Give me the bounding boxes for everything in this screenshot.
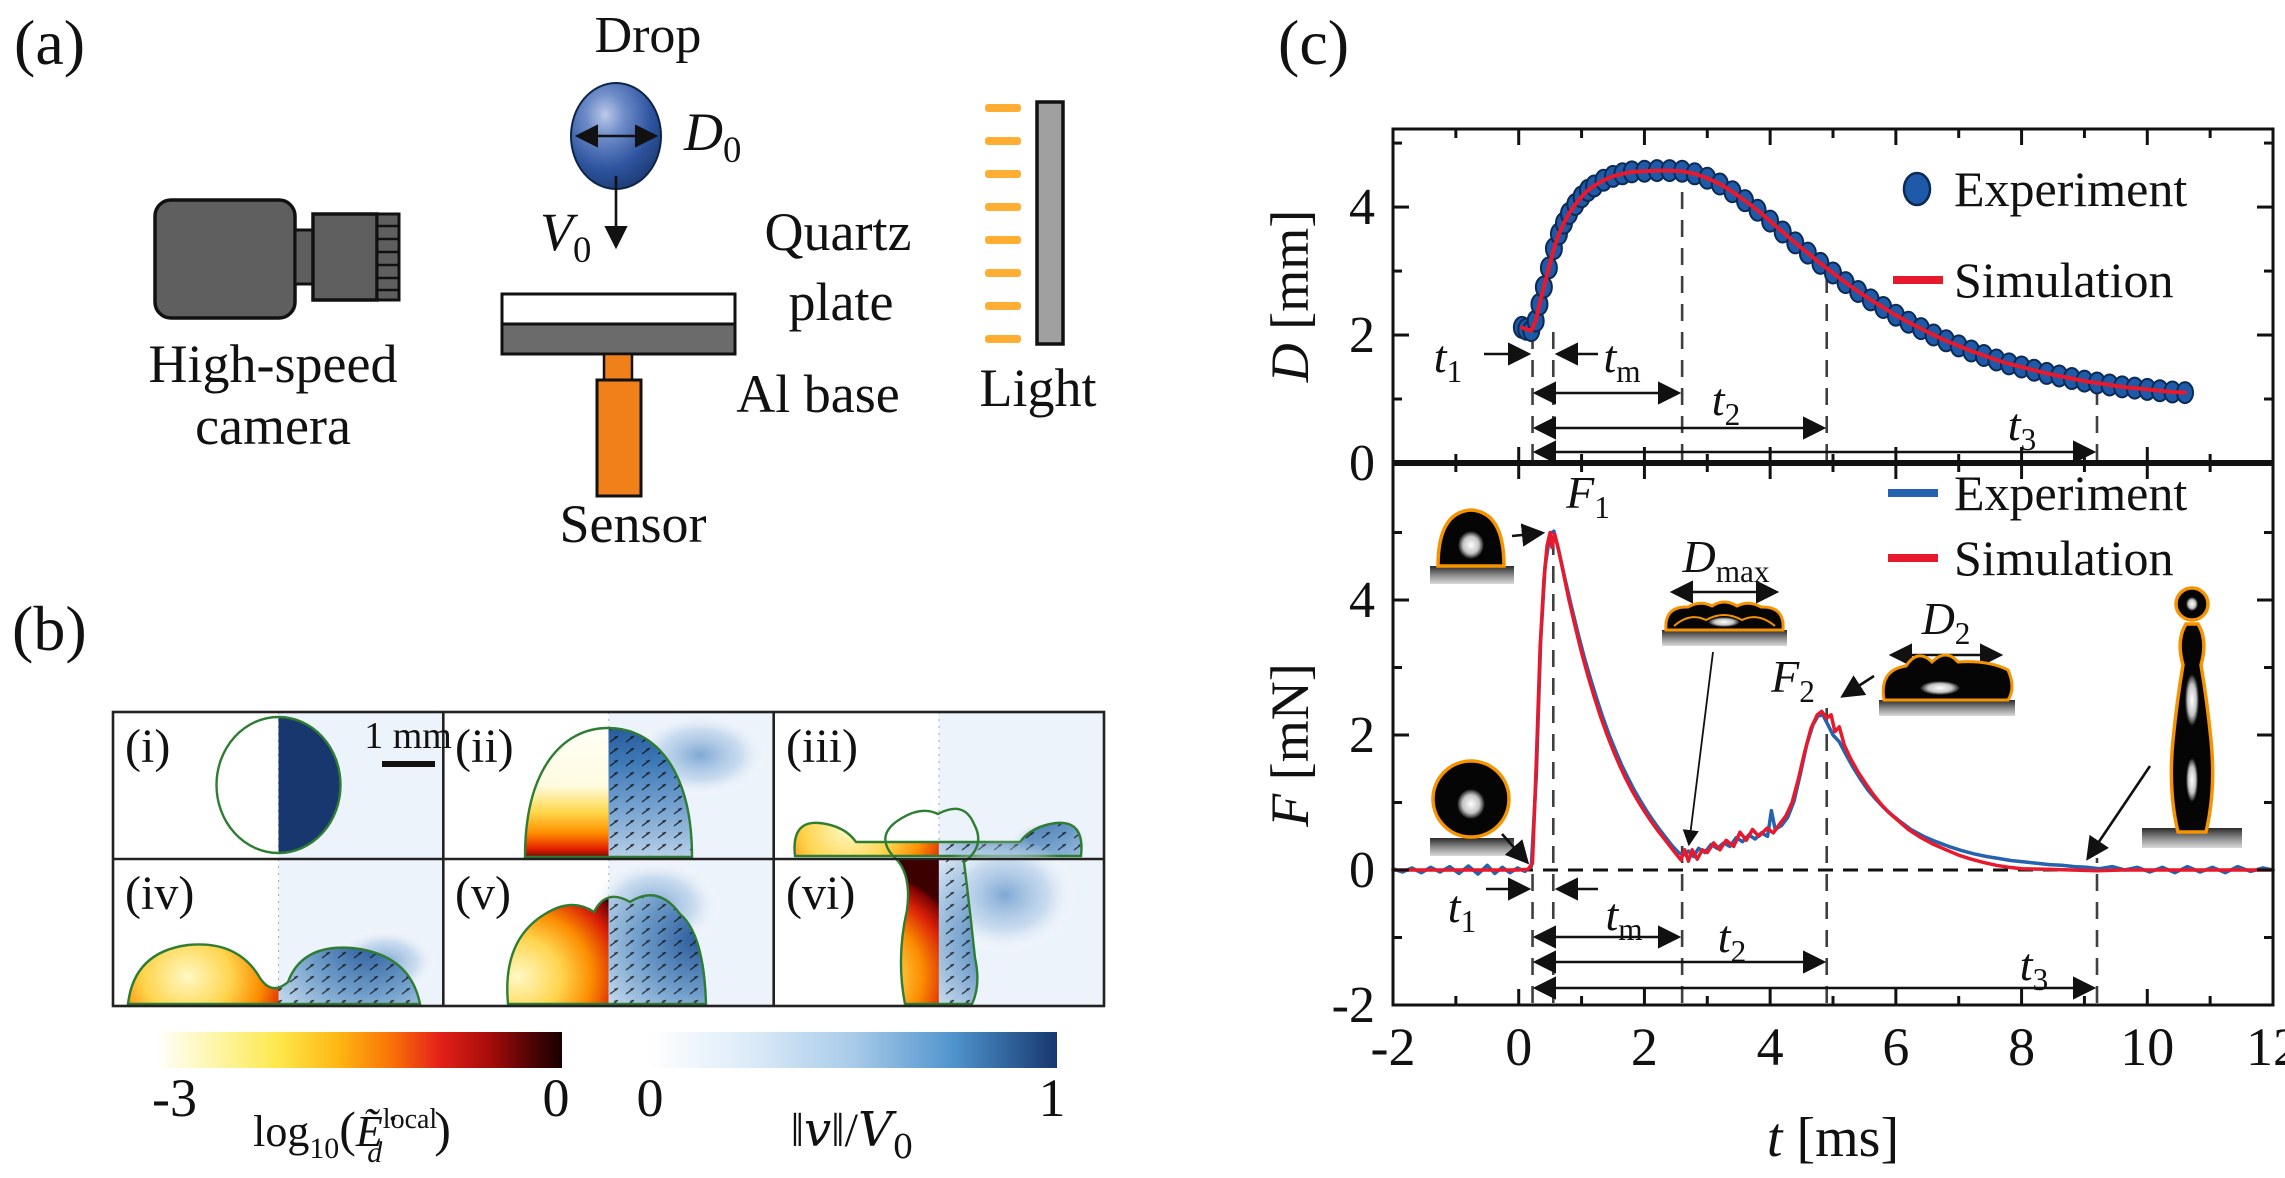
quartz-label-line1: Quartz [765,202,912,262]
sensor-body-icon [595,378,643,498]
sphere-inset-arrow [1501,833,1530,865]
d0-label: D0 [683,102,741,170]
panel-a: (a) Drop D0 V0 High-speed camera Quartz … [14,7,1097,554]
camera-icon [153,198,401,320]
chart-bottom-force: -2 0 2 4 -2 0 2 4 6 8 10 12 [1332,463,2285,1077]
quartz-label-line2: plate [789,272,894,332]
ytick-label: 2 [1349,707,1375,764]
light-panel-icon [985,100,1065,346]
legend-experiment-label: Experiment [1954,465,2187,521]
D2-label: D2 [1921,593,1971,651]
xtick-label: 10 [2120,1017,2174,1077]
snapshot-label-vi: (vi) [786,867,855,920]
snapshot-grid-lines [111,710,1106,1008]
top-time-annotations: t1 tm t2 t3 [1434,331,2097,464]
inset-dome-drop [1430,508,1514,584]
colorbar-dissipation-formula: log10(Ẽ̇local d) [253,1101,451,1169]
ytick-label: 4 [1349,179,1375,236]
inset-sphere-drop [1430,759,1514,856]
t1-label: t1 [1434,331,1462,389]
xtick-label: 12 [2246,1017,2285,1077]
snapshot-ii-dome [523,713,768,859]
bottom-ylabel: F [mN] [1260,663,1320,827]
snapshot-label-iii: (iii) [786,720,858,773]
camera-label-line1: High-speed [149,334,398,394]
colorbar-dissipation [155,1032,562,1068]
legend-simulation-label: Simulation [1954,252,2173,308]
snapshot-vi-jet [884,807,1077,1006]
colorbar-dissipation-min: -3 [152,1068,197,1128]
drop-label: Drop [595,7,702,64]
sensor-stem-icon [602,352,634,382]
panel-b-label: (b) [12,593,87,664]
ytick-label: 0 [1349,842,1375,899]
colorbar-velocity-formula: ‖v‖/V0 [791,1102,914,1166]
chart-top-diameter: 0 2 4 [1349,129,2275,492]
camera-label-line2: camera [195,396,351,456]
tm-label: tm [1603,331,1640,389]
snapshot-label-ii: (ii) [455,720,514,773]
xtick-label: 2 [1631,1017,1658,1077]
ytick-label: 0 [1349,435,1375,492]
F1-label: F1 [1565,467,1610,525]
Dmax-label: Dmax [1681,531,1769,589]
legend-experiment-marker [1902,171,1932,207]
legend-experiment-label: Experiment [1954,161,2187,217]
t2-label: t2 [1718,911,1746,969]
ytick-label: 4 [1349,572,1375,629]
inset-retracting-drop [1879,653,2015,716]
F2-label: F2 [1770,651,1815,709]
F2-arrow [1840,674,1875,698]
xtick-label: 0 [1505,1017,1532,1077]
snapshot-v-recoil [506,859,721,1006]
t2-label: t2 [1712,374,1740,432]
colorbar-velocity-max: 1 [1039,1068,1066,1128]
simulation-curve [1519,168,2187,395]
jet-inset-arrow [2086,765,2152,861]
light-label: Light [980,358,1097,418]
snapshot-label-iv: (iv) [125,867,194,920]
top-ylabel: D [mm] [1260,210,1320,383]
ytick-label: -2 [1332,977,1375,1034]
inset-jet-drop [2142,586,2242,848]
v0-label: V0 [540,202,591,270]
snapshot-label-i: (i) [125,720,170,773]
panel-c: (c) 0 2 4 -2 0 2 4 -2 0 2 4 6 8 10 12 D [mm] F [mN] t… [1260,7,2285,1169]
xtick-label: 8 [2008,1017,2035,1077]
bottom-legend: Experiment Simulation [1888,465,2187,586]
simulation-curve [1391,530,2275,873]
colorbar-dissipation-max: 0 [543,1068,570,1128]
panel-a-label: (a) [14,7,85,78]
al-base-icon [500,322,737,356]
inset-pancake-drop [1662,600,1787,646]
legend-simulation-label: Simulation [1954,530,2173,586]
panel-c-label: (c) [1278,7,1349,78]
colorbar-velocity [648,1032,1057,1068]
snapshot-i-drop [215,715,342,855]
bottom-time-annotations: t1 tm t2 t3 [1448,877,2097,1000]
ytick-label: 2 [1349,307,1375,364]
top-legend: Experiment Simulation [1893,161,2187,308]
al-base-label: Al base [736,364,899,424]
t3-label: t3 [2008,399,2036,457]
F1-arrow [1511,523,1546,547]
xtick-label: -2 [1371,1017,1416,1077]
Dmax-pointer-arrow [1682,651,1714,847]
sensor-label: Sensor [560,494,707,554]
t1-label: t1 [1448,881,1476,939]
xtick-label: 4 [1757,1017,1784,1077]
xtick-label: 6 [1882,1017,1909,1077]
panel-b: (b) [12,593,1106,1169]
xlabel: t [ms] [1767,1107,1899,1169]
colorbar-velocity-min: 0 [637,1068,664,1128]
scalebar-label: 1 mm [364,715,452,757]
quartz-plate-icon [500,292,737,326]
snapshot-label-v: (v) [455,867,511,920]
